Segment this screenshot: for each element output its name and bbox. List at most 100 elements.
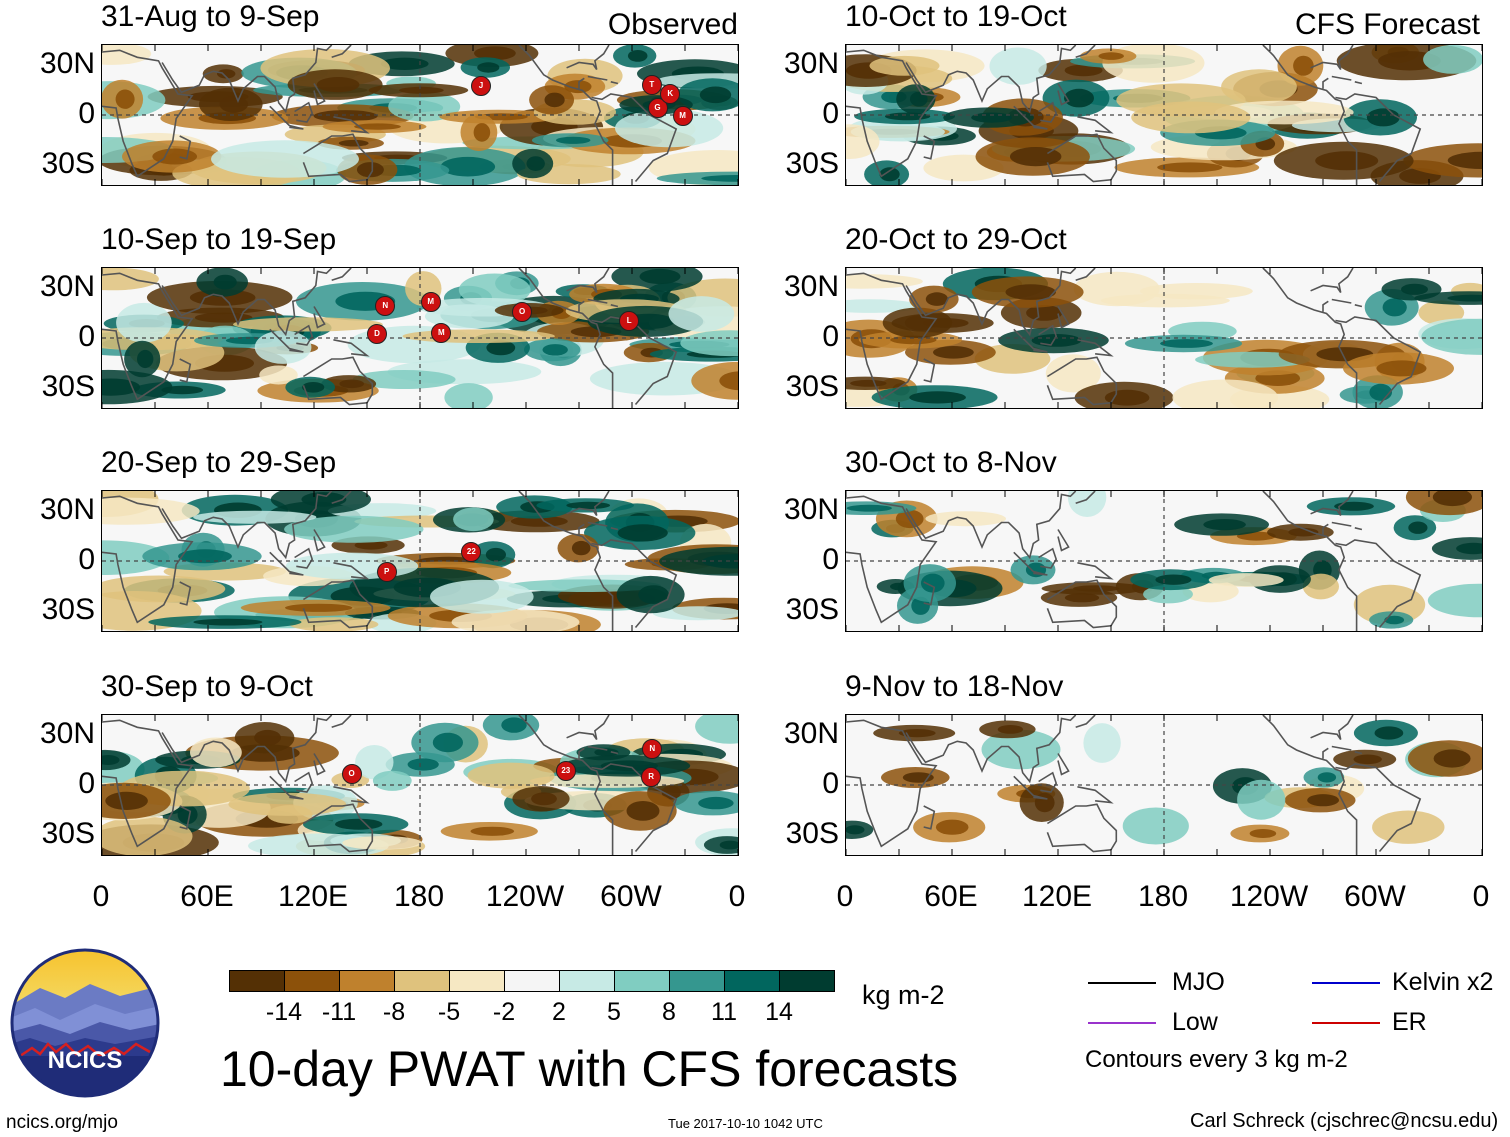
right-lat-label-2-3: 30S xyxy=(785,370,839,403)
right-map-panel-4 xyxy=(845,714,1483,856)
left-storm-marker-2-1: D xyxy=(366,323,387,344)
left-storm-marker-1-3: T xyxy=(641,75,662,96)
right-lat-label-1-3: 30S xyxy=(785,147,839,180)
left-lat-label-2-3: 30S xyxy=(41,370,95,403)
legend-kelvin: Kelvin x2 xyxy=(1392,968,1494,996)
right-lat-label-4-1: 30N xyxy=(783,717,839,750)
right-lat-label-3-2: 0 xyxy=(822,543,839,576)
right-lon-label-7: 0 xyxy=(1472,880,1490,913)
right-lon-label-2: 60E xyxy=(924,880,978,913)
left-lat-label-4-3: 30S xyxy=(41,817,95,850)
left-panel-title-3: 20-Sep to 29-Sep xyxy=(101,446,337,479)
author-credit: Carl Schreck (cjschrec@ncsu.edu) xyxy=(1190,1110,1499,1132)
right-panel-title-4: 9-Nov to 18-Nov xyxy=(845,670,1064,703)
colorbar-label-6: 2 xyxy=(552,998,566,1026)
colorbar-label-4: -5 xyxy=(437,998,461,1026)
right-lat-label-1-2: 0 xyxy=(822,97,839,130)
left-lat-label-1-3: 30S xyxy=(41,147,95,180)
colorbar-swatch-2 xyxy=(284,970,340,992)
left-panel-title-4: 30-Sep to 9-Oct xyxy=(101,670,313,703)
legend-contours: Contours every 3 kg m-2 xyxy=(1085,1046,1348,1073)
colorbar-label-5: -2 xyxy=(492,998,516,1026)
right-lon-label-4: 180 xyxy=(1137,880,1189,913)
colorbar-swatch-9 xyxy=(669,970,725,992)
left-storm-marker-2-4: M xyxy=(420,291,441,312)
right-lon-label-1: 0 xyxy=(836,880,854,913)
colorbar-label-8: 8 xyxy=(662,998,676,1026)
left-lat-label-1-2: 0 xyxy=(78,97,95,130)
colorbar-units: kg m-2 xyxy=(862,980,945,1010)
right-lon-label-3: 120E xyxy=(1021,880,1093,913)
right-panel-title-3: 30-Oct to 8-Nov xyxy=(845,446,1057,479)
left-lat-label-3-1: 30N xyxy=(39,493,95,526)
colorbar-swatch-5 xyxy=(449,970,505,992)
site-url[interactable]: ncics.org/mjo xyxy=(6,1112,118,1133)
left-lon-label-3: 120E xyxy=(277,880,349,913)
left-panel-title-1: 31-Aug to 9-Sep xyxy=(101,0,320,33)
timestamp: Tue 2017-10-10 1042 UTC xyxy=(668,1116,823,1131)
left-lon-label-4: 180 xyxy=(393,880,445,913)
left-panel-title-2: 10-Sep to 19-Sep xyxy=(101,223,337,256)
left-map-panel-3 xyxy=(101,490,739,632)
left-lat-label-2-1: 30N xyxy=(39,270,95,303)
colorbar-label-2: -11 xyxy=(321,998,357,1026)
colorbar-swatch-10 xyxy=(724,970,780,992)
colorbar-label-1: -14 xyxy=(265,998,303,1026)
right-lat-label-3-3: 30S xyxy=(785,593,839,626)
right-map-panel-2 xyxy=(845,267,1483,409)
right-lat-label-4-3: 30S xyxy=(785,817,839,850)
right-lat-label-2-2: 0 xyxy=(822,320,839,353)
forecast-label: CFS Forecast xyxy=(1294,8,1480,41)
right-lat-label-1-1: 30N xyxy=(783,47,839,80)
left-lat-label-4-2: 0 xyxy=(78,767,95,800)
left-lat-label-4-1: 30N xyxy=(39,717,95,750)
left-storm-marker-1-5: J xyxy=(471,75,492,96)
observed-label: Observed xyxy=(607,8,738,41)
colorbar-swatch-4 xyxy=(394,970,450,992)
left-lon-label-6: 60W xyxy=(600,880,662,913)
left-storm-marker-4-4: O xyxy=(341,763,362,784)
left-storm-marker-2-3: N xyxy=(375,296,396,317)
left-lon-label-5: 120W xyxy=(485,880,565,913)
left-storm-marker-2-5: M xyxy=(431,323,452,344)
colorbar-swatch-11 xyxy=(779,970,835,992)
left-map-panel-1 xyxy=(101,44,739,186)
left-lat-label-3-3: 30S xyxy=(41,593,95,626)
left-map-panel-4 xyxy=(101,714,739,856)
low-line xyxy=(1088,1022,1156,1024)
right-map-panel-1 xyxy=(845,44,1483,186)
colorbar-swatch-1 xyxy=(229,970,285,992)
colorbar-swatch-8 xyxy=(614,970,670,992)
right-panel-title-1: 10-Oct to 19-Oct xyxy=(845,0,1067,33)
right-lat-label-2-1: 30N xyxy=(783,270,839,303)
left-storm-marker-2-2: O xyxy=(512,302,533,323)
colorbar-label-7: 5 xyxy=(607,998,621,1026)
ncics-logo: NCICS xyxy=(10,948,160,1098)
left-map-panel-2 xyxy=(101,267,739,409)
left-storm-marker-1-1: M xyxy=(672,105,693,126)
right-lon-label-6: 60W xyxy=(1344,880,1406,913)
left-storm-marker-3-2: P xyxy=(376,561,397,582)
right-lat-label-4-2: 0 xyxy=(822,767,839,800)
right-map-panel-3 xyxy=(845,490,1483,632)
figure-title: 10-day PWAT with CFS forecasts xyxy=(220,1041,959,1097)
left-lon-label-7: 0 xyxy=(728,880,746,913)
right-lon-label-5: 120W xyxy=(1229,880,1309,913)
left-lat-label-3-2: 0 xyxy=(78,543,95,576)
right-lat-label-3-1: 30N xyxy=(783,493,839,526)
right-panel-title-2: 20-Oct to 29-Oct xyxy=(845,223,1067,256)
colorbar-swatch-7 xyxy=(559,970,615,992)
er-line xyxy=(1312,1022,1380,1024)
left-storm-marker-4-1: 23 xyxy=(555,761,576,782)
left-storm-marker-4-3: N xyxy=(642,738,663,759)
left-storm-marker-1-4: K xyxy=(660,83,681,104)
colorbar-swatch-3 xyxy=(339,970,395,992)
colorbar-swatch-6 xyxy=(504,970,560,992)
left-storm-marker-3-1: 22 xyxy=(461,542,482,563)
mjo-line xyxy=(1088,982,1156,984)
legend-er: ER xyxy=(1392,1008,1427,1036)
left-storm-marker-4-2: R xyxy=(641,767,662,788)
left-storm-marker-1-2: G xyxy=(647,97,668,118)
left-lat-label-2-2: 0 xyxy=(78,320,95,353)
colorbar-label-10: 14 xyxy=(765,998,793,1026)
